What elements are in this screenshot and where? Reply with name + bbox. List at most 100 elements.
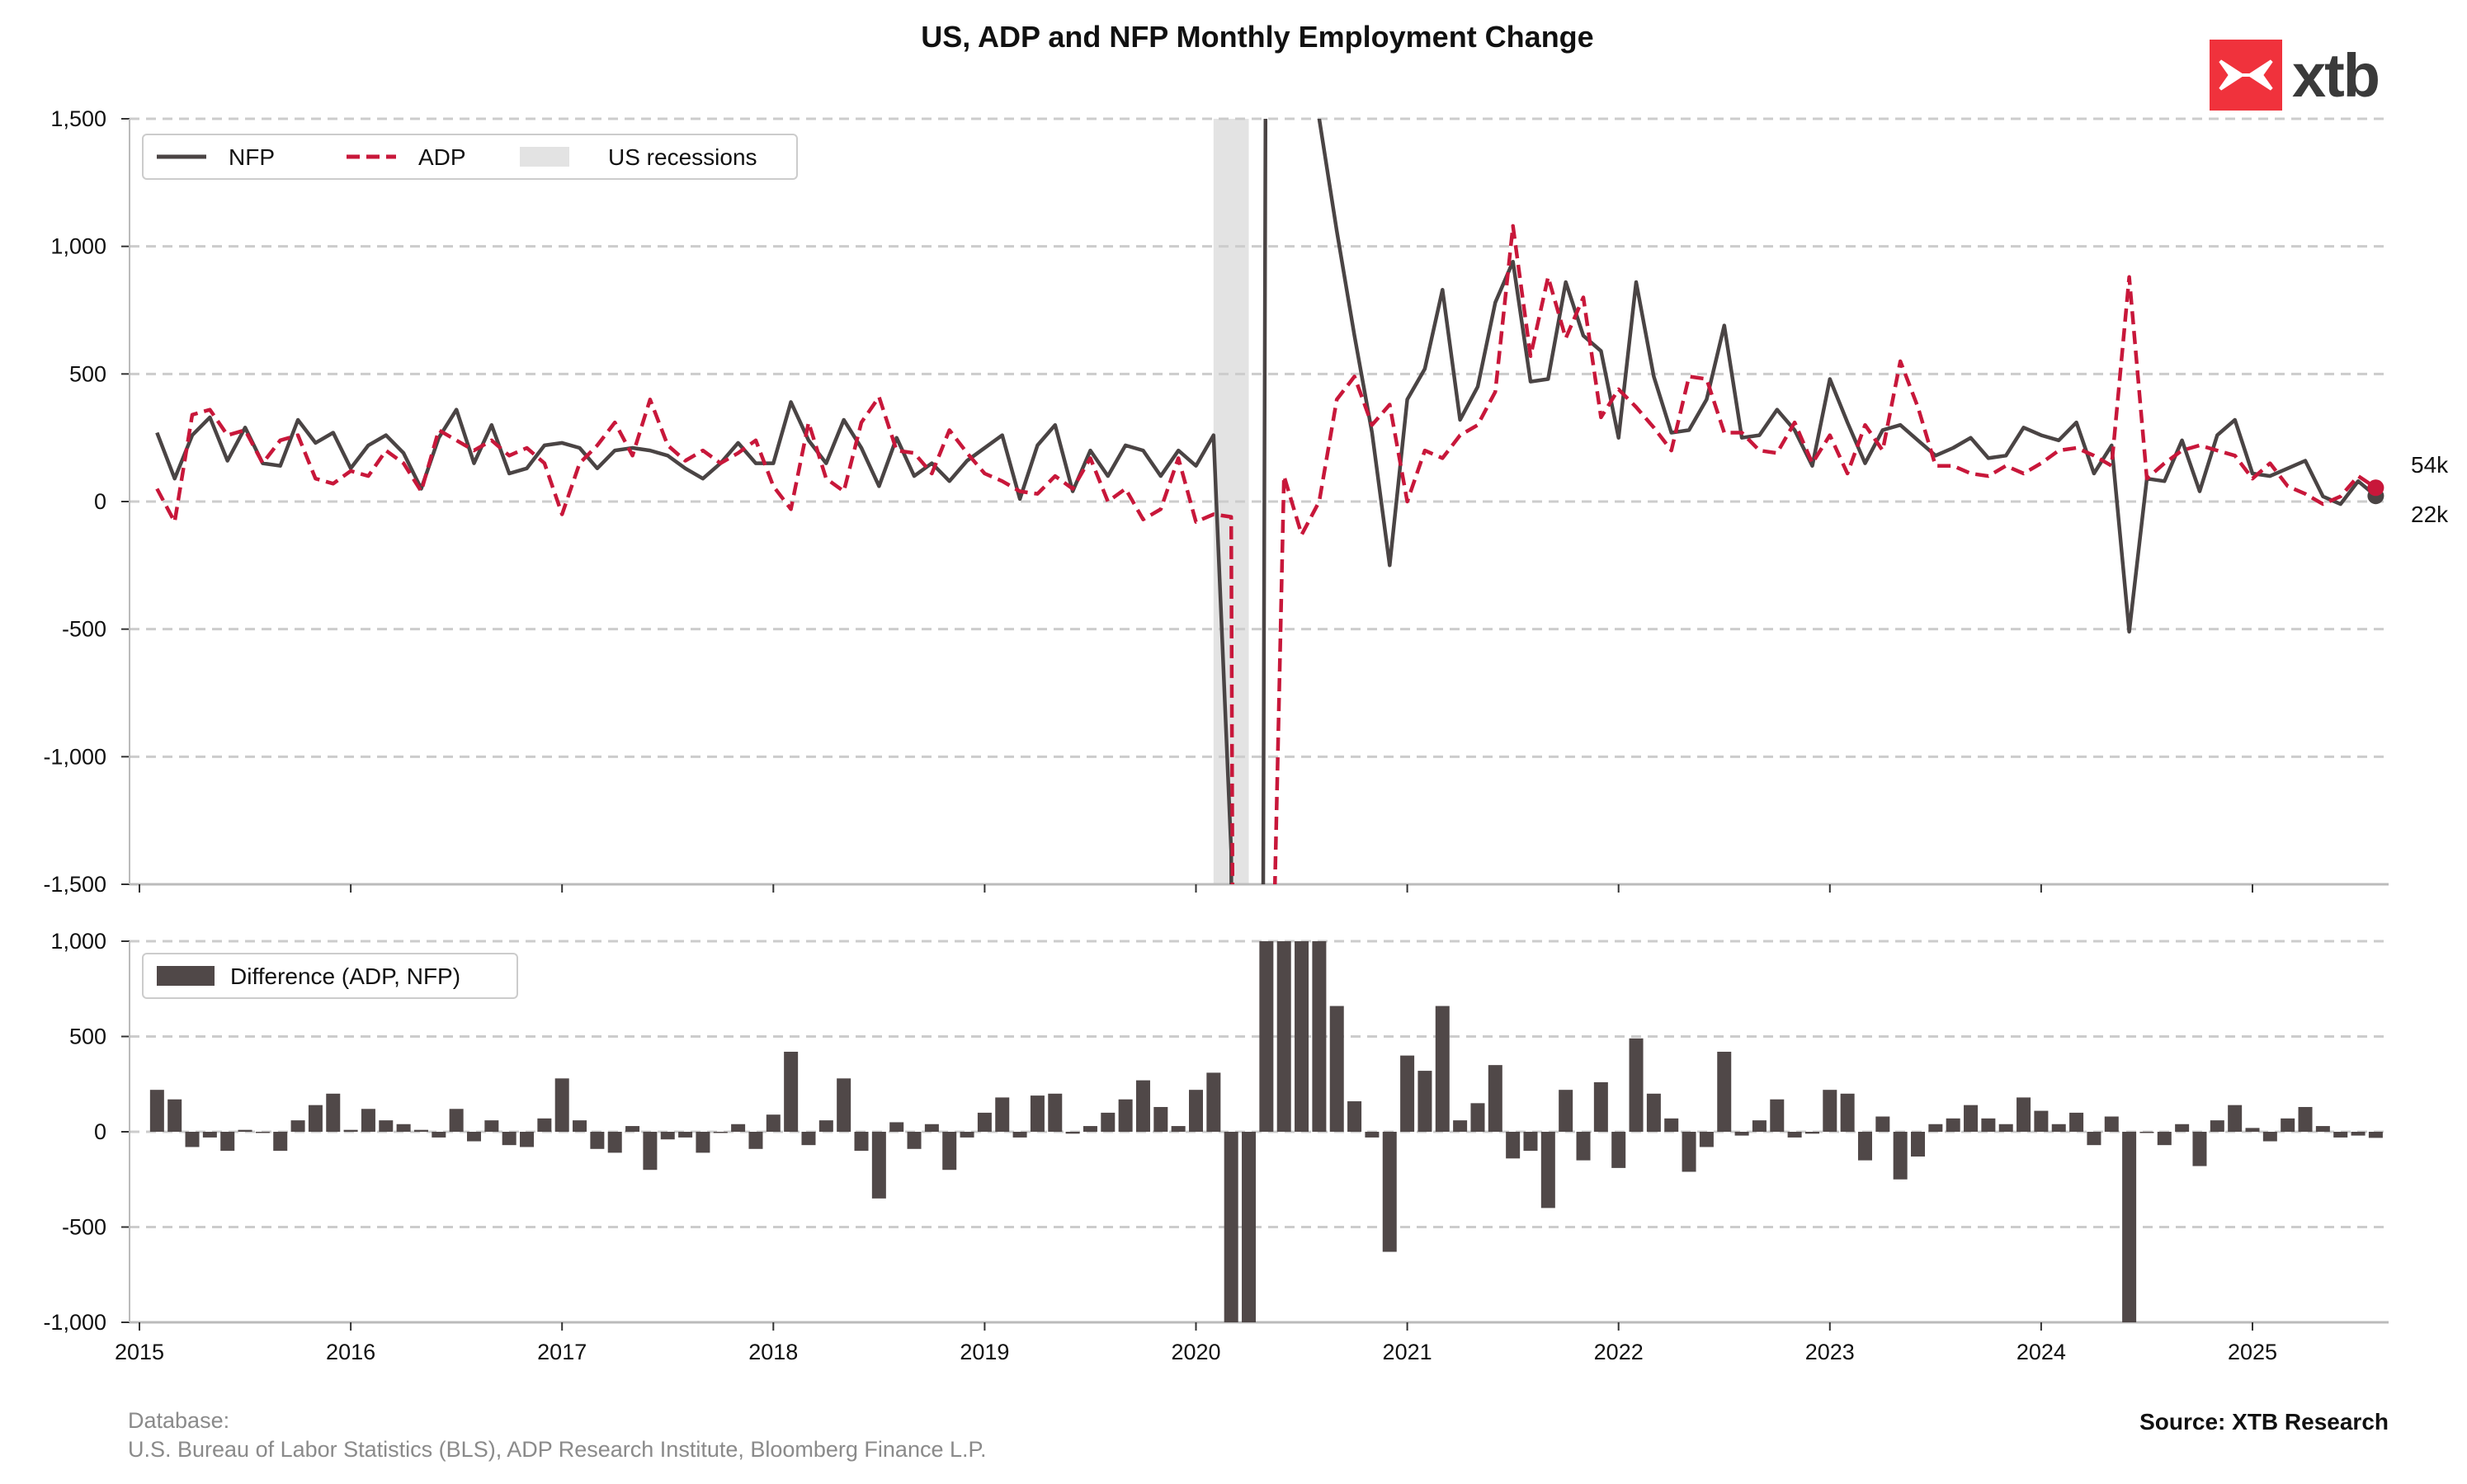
top-ytick-label: -1,500	[43, 872, 106, 897]
adp-line	[155, 224, 2377, 884]
difference-bar	[1540, 1132, 1555, 1208]
database-label: Database:	[128, 1408, 230, 1433]
difference-bar	[326, 1093, 341, 1132]
difference-bar	[995, 1097, 1010, 1132]
difference-bar	[2175, 1124, 2190, 1132]
difference-bar	[1752, 1120, 1767, 1132]
difference-bar	[2298, 1106, 2313, 1132]
difference-bar	[1523, 1132, 1538, 1152]
difference-bar	[2281, 1118, 2295, 1132]
bottom-ytick-label: -500	[62, 1215, 106, 1240]
legend-recession-label: US recessions	[608, 144, 757, 170]
top-ytick-label: 0	[94, 489, 106, 514]
top-legend	[142, 134, 798, 180]
difference-bar	[889, 1122, 904, 1132]
difference-bar	[1893, 1132, 1908, 1180]
difference-bar	[2333, 1132, 2348, 1138]
difference-bar	[1840, 1093, 1855, 1132]
difference-bar	[1717, 1051, 1732, 1132]
difference-bar	[1153, 1106, 1168, 1132]
difference-bar	[1488, 1065, 1502, 1132]
chart-title: US, ADP and NFP Monthly Employment Chang…	[921, 20, 1594, 54]
legend-difference-swatch	[157, 966, 215, 986]
difference-bar	[607, 1132, 622, 1153]
difference-bar	[801, 1132, 816, 1146]
difference-bar	[1664, 1118, 1679, 1132]
footer-database: Database: U.S. Bureau of Labor Statistic…	[128, 1406, 987, 1464]
difference-bar	[1118, 1099, 1133, 1132]
difference-bar	[1964, 1105, 1979, 1132]
difference-bar	[1206, 1072, 1221, 1132]
difference-bar	[1911, 1132, 1926, 1157]
top-ytick-label: 1,000	[50, 234, 106, 259]
difference-bar	[2122, 1132, 2137, 1322]
difference-bar	[1012, 1132, 1027, 1138]
nfp-line	[155, 119, 2377, 884]
legend-difference-label: Difference (ADP, NFP)	[230, 963, 460, 989]
nfp-end-label: 22k	[2411, 502, 2449, 527]
xtick-label: 2018	[748, 1340, 798, 1364]
difference-bar	[871, 1132, 886, 1199]
xtb-logo: xtb	[2210, 40, 2380, 111]
legend-nfp-label: NFP	[229, 144, 275, 170]
difference-bar	[643, 1132, 658, 1171]
difference-bar	[590, 1132, 605, 1149]
difference-bar	[1171, 1126, 1186, 1132]
difference-bar	[660, 1132, 675, 1140]
difference-bar	[220, 1132, 235, 1152]
difference-bar	[2104, 1116, 2119, 1132]
legend-recession-swatch	[520, 147, 569, 167]
difference-bar	[1875, 1116, 1890, 1132]
xtick-label: 2020	[1171, 1340, 1220, 1364]
difference-bar	[273, 1132, 288, 1152]
bottom-ytick-label: 500	[69, 1025, 106, 1049]
difference-bar	[1030, 1095, 1045, 1132]
difference-bar	[854, 1132, 869, 1152]
xtick-label: 2016	[326, 1340, 375, 1364]
difference-bar	[2262, 1132, 2277, 1142]
difference-bar	[1083, 1126, 1097, 1132]
difference-bar	[2069, 1112, 2084, 1132]
difference-bar	[818, 1120, 833, 1132]
difference-bar	[2034, 1110, 2049, 1132]
difference-bar	[977, 1112, 992, 1132]
difference-bar	[1400, 1055, 1415, 1132]
difference-bar	[713, 1132, 728, 1133]
difference-bar	[1470, 1103, 1485, 1132]
xtick-label: 2015	[115, 1340, 164, 1364]
difference-bar	[1417, 1071, 1432, 1132]
difference-bar	[466, 1132, 481, 1142]
difference-bar	[1576, 1132, 1591, 1161]
difference-bar	[185, 1132, 200, 1147]
adp-end-marker	[2367, 479, 2384, 497]
difference-bar	[2087, 1132, 2101, 1146]
difference-bar	[1559, 1090, 1573, 1132]
difference-bar	[255, 1132, 270, 1133]
difference-bar	[537, 1118, 552, 1132]
difference-bar	[2157, 1132, 2172, 1146]
difference-bar	[1242, 1132, 1257, 1322]
difference-bar	[1593, 1081, 1608, 1132]
difference-bar	[1946, 1118, 1960, 1132]
difference-bar	[484, 1120, 499, 1132]
difference-bars	[149, 941, 2383, 1322]
difference-bar	[202, 1132, 217, 1138]
difference-bar	[2315, 1126, 2330, 1132]
difference-bar	[924, 1124, 939, 1132]
difference-bar	[1823, 1090, 1837, 1132]
difference-bar	[2210, 1120, 2224, 1132]
difference-bar	[396, 1124, 411, 1132]
xtick-label: 2024	[2017, 1340, 2066, 1364]
difference-bar	[1998, 1124, 2013, 1132]
xtb-logo-mark-icon	[2210, 40, 2282, 111]
difference-bar	[2351, 1132, 2366, 1136]
difference-bar	[1065, 1132, 1080, 1134]
difference-bar	[1435, 1006, 1450, 1132]
difference-bar	[960, 1132, 974, 1138]
difference-bar	[1048, 1093, 1063, 1132]
difference-bar	[2139, 1132, 2154, 1133]
bottom-ytick-label: 0	[94, 1119, 106, 1144]
difference-bar	[731, 1124, 746, 1132]
difference-bar	[2017, 1097, 2031, 1132]
